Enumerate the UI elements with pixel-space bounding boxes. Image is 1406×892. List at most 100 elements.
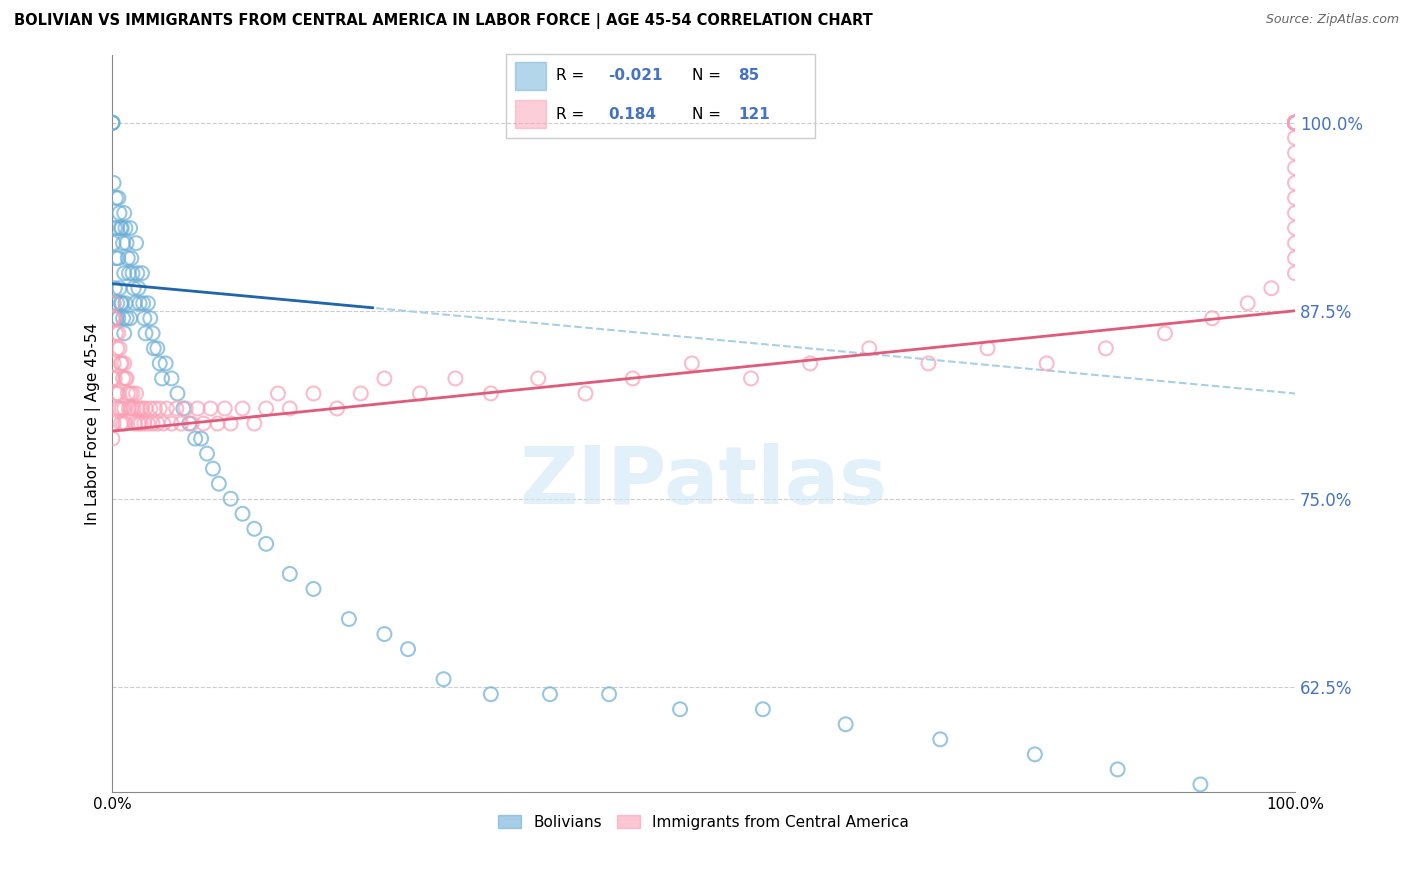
Point [112, 326, 135, 341]
Point [479, 386, 502, 401]
Point [207, 417, 229, 431]
Point [120, 311, 142, 326]
Point [1284, 206, 1306, 220]
Point [1284, 251, 1306, 265]
Point [243, 522, 266, 536]
Point [134, 311, 156, 326]
Point [121, 266, 143, 280]
Point [114, 221, 136, 235]
Point [128, 401, 150, 416]
Point [107, 191, 129, 205]
Text: BOLIVIAN VS IMMIGRANTS FROM CENTRAL AMERICA IN LABOR FORCE | AGE 45-54 CORRELATI: BOLIVIAN VS IMMIGRANTS FROM CENTRAL AMER… [14, 13, 873, 29]
Point [124, 296, 146, 310]
Point [107, 386, 129, 401]
Point [160, 371, 183, 385]
Point [337, 612, 360, 626]
Point [1284, 176, 1306, 190]
Point [146, 342, 169, 356]
Point [107, 311, 129, 326]
Legend: Bolivians, Immigrants from Central America: Bolivians, Immigrants from Central Ameri… [492, 809, 915, 836]
Point [101, 116, 124, 130]
Point [120, 251, 142, 265]
Point [681, 356, 703, 370]
Point [107, 251, 129, 265]
Point [302, 582, 325, 596]
Point [1284, 236, 1306, 251]
Text: ZIPatlas: ZIPatlas [520, 443, 887, 522]
Point [858, 342, 880, 356]
Point [103, 417, 125, 431]
Point [142, 417, 165, 431]
Point [127, 401, 149, 416]
Point [527, 371, 550, 385]
Point [125, 236, 148, 251]
Point [118, 266, 141, 280]
Point [302, 386, 325, 401]
Point [1284, 116, 1306, 130]
Point [1260, 281, 1282, 295]
Point [1284, 116, 1306, 130]
Point [1107, 763, 1129, 777]
Point [1284, 116, 1306, 130]
Point [104, 281, 127, 295]
Point [149, 401, 172, 416]
Point [104, 251, 127, 265]
Point [112, 401, 135, 416]
Point [208, 476, 231, 491]
Point [200, 401, 222, 416]
Text: R =: R = [555, 107, 593, 122]
Point [1284, 221, 1306, 235]
Point [120, 386, 142, 401]
Point [350, 386, 373, 401]
Point [278, 566, 301, 581]
Point [1284, 266, 1306, 280]
Point [134, 417, 156, 431]
Point [156, 401, 179, 416]
Point [1284, 191, 1306, 205]
Point [278, 401, 301, 416]
Point [479, 687, 502, 701]
Point [1284, 145, 1306, 160]
Point [122, 401, 145, 416]
Point [111, 296, 134, 310]
Point [108, 281, 131, 295]
Point [799, 356, 821, 370]
Point [105, 401, 128, 416]
Point [1284, 116, 1306, 130]
Point [187, 401, 209, 416]
Point [131, 401, 153, 416]
Point [834, 717, 856, 731]
Point [101, 116, 124, 130]
Point [254, 401, 277, 416]
Point [110, 221, 132, 235]
Y-axis label: In Labor Force | Age 45-54: In Labor Force | Age 45-54 [86, 322, 101, 524]
Point [267, 386, 290, 401]
Point [170, 417, 193, 431]
Point [160, 417, 183, 431]
Point [129, 417, 152, 431]
Point [1035, 356, 1057, 370]
Point [201, 461, 224, 475]
Point [103, 296, 125, 310]
Text: N =: N = [692, 68, 725, 83]
Point [105, 342, 128, 356]
Point [219, 491, 242, 506]
Point [1094, 342, 1116, 356]
Point [101, 116, 124, 130]
Point [396, 642, 419, 657]
Point [184, 432, 207, 446]
Point [444, 371, 467, 385]
Point [112, 417, 135, 431]
Point [115, 371, 138, 385]
Text: N =: N = [692, 107, 725, 122]
Point [1284, 116, 1306, 130]
Point [120, 401, 142, 416]
Point [108, 342, 131, 356]
Point [110, 417, 132, 431]
Point [172, 401, 194, 416]
Point [112, 266, 135, 280]
Point [146, 417, 169, 431]
Point [326, 401, 349, 416]
Point [103, 356, 125, 370]
Point [117, 386, 139, 401]
